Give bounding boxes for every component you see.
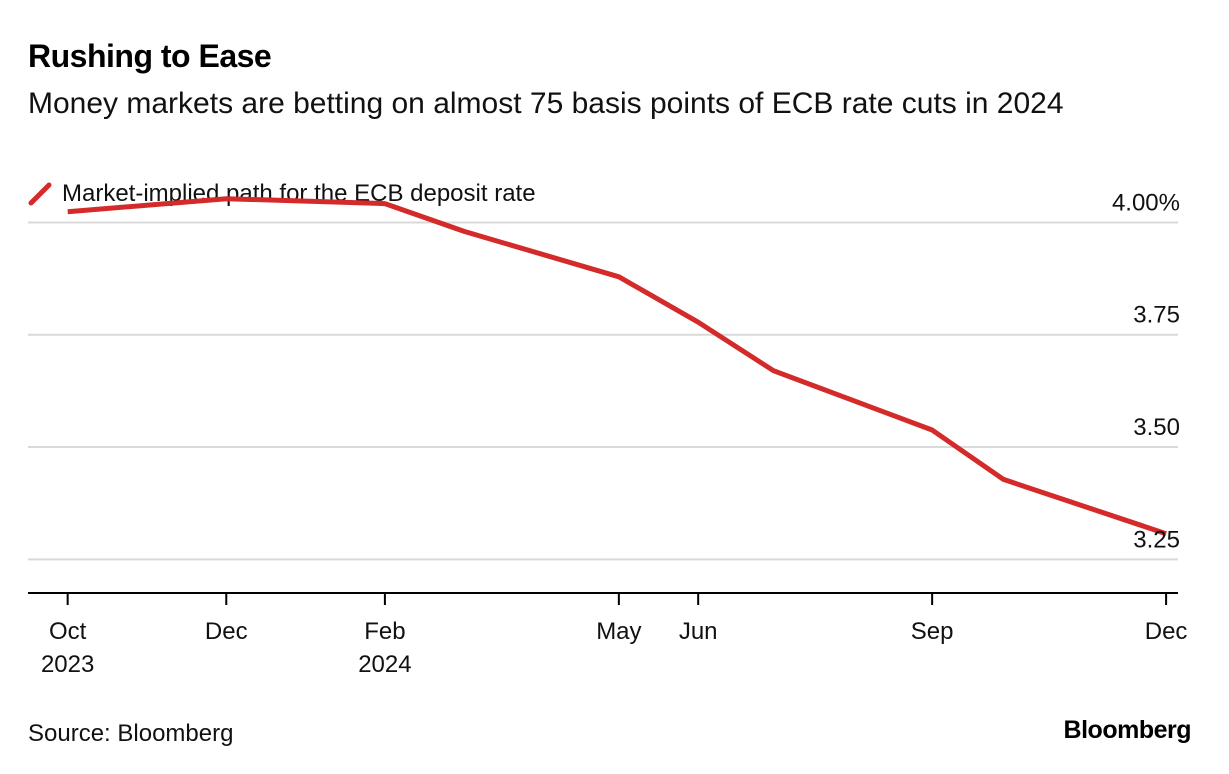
x-axis xyxy=(28,592,1178,605)
series-layer xyxy=(67,196,1167,537)
x-tick-sublabel: 2023 xyxy=(41,651,94,678)
x-tick-label: Dec xyxy=(205,618,248,645)
y-tick-label: 3.75 xyxy=(1133,302,1180,329)
x-tick-label: Dec xyxy=(1145,618,1188,645)
x-tick-label: Oct xyxy=(49,618,87,645)
gridlines xyxy=(28,221,1178,561)
y-tick-label: 4.00% xyxy=(1112,189,1180,216)
source-note: Source: Bloomberg xyxy=(28,720,234,747)
chart-title: Rushing to Ease xyxy=(28,38,272,74)
x-tick-label: Feb xyxy=(364,618,405,645)
y-tick-label: 3.25 xyxy=(1133,526,1180,553)
x-tick-sublabel: 2024 xyxy=(358,651,411,678)
x-tick-label: Jun xyxy=(679,618,718,645)
tick-labels: 4.00% 3.75 3.50 3.25 Oct 2023 Dec Feb 2024 May Jun… xyxy=(41,189,1187,678)
series-line-ecb-deposit-rate xyxy=(67,196,1167,537)
chart-subtitle: Money markets are betting on almost 75 b… xyxy=(28,87,1064,120)
x-tick-label: Sep xyxy=(911,618,954,645)
legend-line-icon xyxy=(28,182,52,206)
x-tick-label: May xyxy=(596,618,641,645)
bloomberg-logo: Bloomberg xyxy=(1063,716,1192,744)
y-tick-label: 3.50 xyxy=(1133,414,1180,441)
